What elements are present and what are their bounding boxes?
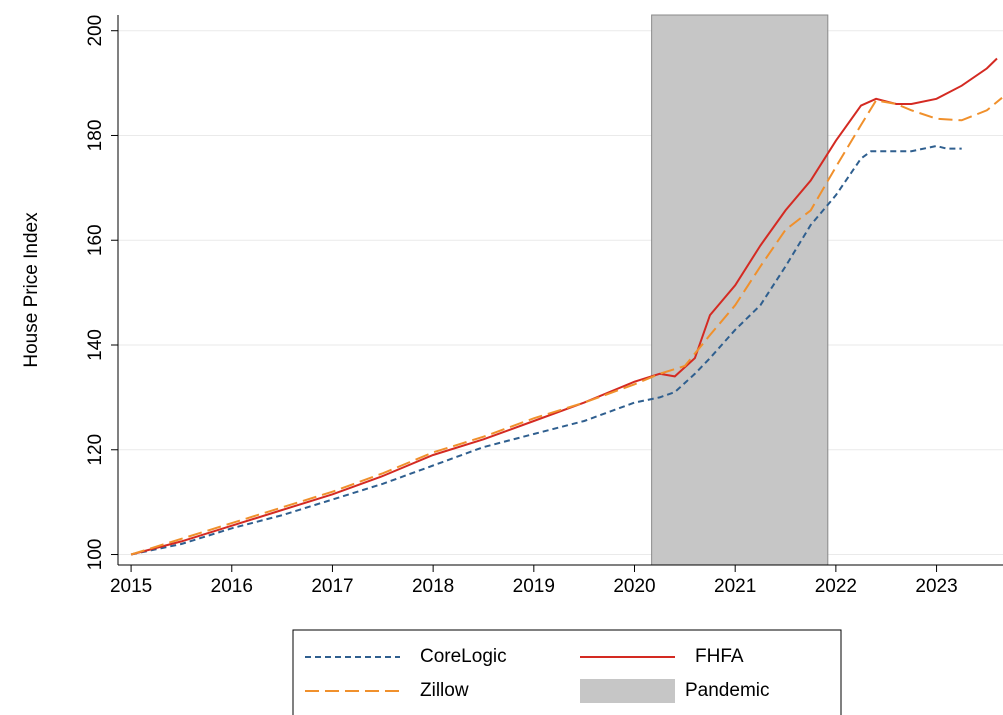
series-line <box>130 144 962 556</box>
legend-label: FHFA <box>695 646 744 667</box>
legend-label: Pandemic <box>685 680 770 701</box>
y-tick-label: 160 <box>85 224 106 256</box>
series-line <box>130 57 998 556</box>
y-tick-label: 200 <box>85 15 106 47</box>
y-tick-label: 100 <box>85 539 106 571</box>
x-tick-label: 2017 <box>311 576 353 597</box>
legend-box <box>292 629 842 715</box>
legend-label: Zillow <box>420 680 469 701</box>
x-tick-label: 2022 <box>815 576 857 597</box>
x-tick-label: 2015 <box>110 576 152 597</box>
y-tick-label: 140 <box>85 329 106 361</box>
legend-label: CoreLogic <box>420 646 507 667</box>
x-tick-label: 2023 <box>915 576 957 597</box>
x-tick-label: 2019 <box>513 576 555 597</box>
y-tick-label: 180 <box>85 120 106 152</box>
x-tick-label: 2018 <box>412 576 454 597</box>
shaded-region <box>651 14 829 566</box>
series-line <box>130 97 1003 556</box>
y-tick-label: 120 <box>85 434 106 466</box>
x-tick-label: 2020 <box>613 576 655 597</box>
x-tick-label: 2016 <box>211 576 253 597</box>
y-axis-label: House Price Index <box>21 212 42 368</box>
x-tick-label: 2021 <box>714 576 756 597</box>
legend-swatch <box>580 679 675 703</box>
